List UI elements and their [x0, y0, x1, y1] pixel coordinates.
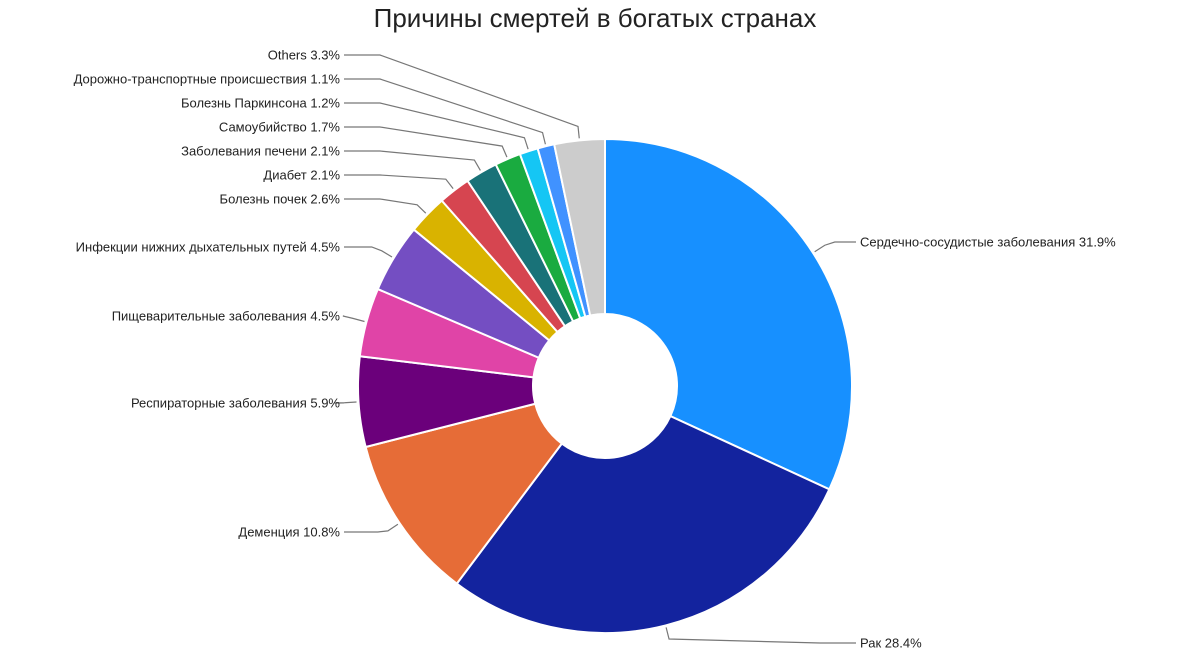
leader-line-самоубийство	[344, 126, 508, 158]
slice-label-инфекции-нижних-дыхательных-путей: Инфекции нижних дыхательных путей 4.5%	[76, 240, 341, 255]
slice-label-болезнь-паркинсона: Болезнь Паркинсона 1.2%	[181, 96, 340, 111]
slice-others[interactable]	[553, 137, 606, 317]
leader-line-дорожно-транспортные-происшествия	[344, 78, 546, 145]
slice-сердечно-сосудистые-заболевания[interactable]	[604, 137, 853, 491]
slice-деменция[interactable]	[364, 402, 564, 586]
slice-label-рак: Рак 28.4%	[860, 636, 922, 651]
slice-label-диабет: Диабет 2.1%	[263, 168, 340, 183]
leader-line-диабет	[344, 174, 454, 190]
chart-title: Причины смертей в богатых странах	[373, 3, 817, 33]
leader-line-болезнь-паркинсона	[344, 102, 529, 150]
slice-label-пищеварительные-заболевания: Пищеварительные заболевания 4.5%	[112, 309, 341, 324]
leader-line-болезнь-почек	[344, 198, 427, 214]
slice-label-самоубийство: Самоубийство 1.7%	[219, 120, 341, 135]
leader-line-респираторные-заболевания	[334, 401, 357, 404]
leader-line-деменция	[344, 523, 399, 533]
slice-label-болезнь-почек: Болезнь почек 2.6%	[220, 192, 341, 207]
leader-line-инфекции-нижних-дыхательных-путей	[344, 246, 393, 258]
slice-label-заболевания-печени: Заболевания печени 2.1%	[181, 144, 340, 159]
slice-label-сердечно-сосудистые-заболевания: Сердечно-сосудистые заболевания 31.9%	[860, 235, 1116, 250]
slice-рак[interactable]	[455, 414, 831, 634]
slices-layer	[357, 137, 853, 634]
leader-line-рак	[665, 627, 856, 644]
leader-line-others	[344, 54, 580, 139]
slice-label-дорожно-транспортные-происшествия: Дорожно-транспортные происшествия 1.1%	[74, 72, 341, 87]
slice-label-деменция: Деменция 10.8%	[238, 525, 340, 540]
leader-line-заболевания-печени	[344, 150, 481, 171]
slice-label-others: Others 3.3%	[268, 48, 341, 63]
leader-line-сердечно-сосудистые-заболевания	[814, 241, 856, 253]
leader-line-пищеварительные-заболевания	[342, 315, 365, 323]
slice-label-респираторные-заболевания: Респираторные заболевания 5.9%	[131, 396, 340, 411]
labels-layer: Сердечно-сосудистые заболевания 31.9% Рак…	[74, 48, 1117, 651]
leaders-layer	[334, 54, 856, 644]
